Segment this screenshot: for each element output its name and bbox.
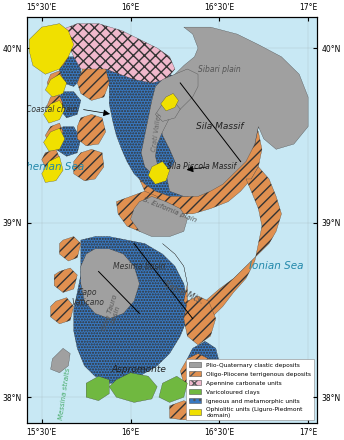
- Text: Sila Massif: Sila Massif: [196, 122, 243, 131]
- Polygon shape: [155, 100, 180, 121]
- Text: Aspromonte: Aspromonte: [112, 365, 167, 374]
- Polygon shape: [180, 353, 212, 394]
- Polygon shape: [47, 95, 63, 114]
- Text: Sibari plain: Sibari plain: [198, 65, 241, 73]
- Polygon shape: [74, 149, 104, 181]
- Polygon shape: [60, 92, 81, 118]
- Text: Mesima basin: Mesima basin: [113, 262, 165, 271]
- Polygon shape: [29, 24, 74, 74]
- Polygon shape: [130, 196, 187, 237]
- Polygon shape: [45, 74, 67, 97]
- Text: Messina straits: Messina straits: [58, 367, 72, 420]
- Polygon shape: [109, 373, 157, 403]
- Text: Crati Valley: Crati Valley: [151, 112, 163, 152]
- Polygon shape: [60, 57, 81, 87]
- Polygon shape: [47, 71, 63, 90]
- Polygon shape: [187, 341, 219, 380]
- Polygon shape: [56, 127, 81, 156]
- Polygon shape: [159, 376, 187, 403]
- Polygon shape: [170, 401, 198, 420]
- Polygon shape: [44, 100, 65, 123]
- Text: Sila Piccola Massif: Sila Piccola Massif: [167, 162, 236, 171]
- Legend: Plio-Quaternary clastic deposits, Oligo-Pliocene terrigenous deposits, Apennine : Plio-Quaternary clastic deposits, Oligo-…: [186, 359, 314, 421]
- Polygon shape: [60, 237, 81, 261]
- Text: Ionian Sea: Ionian Sea: [249, 261, 303, 271]
- Polygon shape: [86, 376, 109, 401]
- Polygon shape: [51, 348, 70, 373]
- Polygon shape: [184, 296, 216, 345]
- Polygon shape: [162, 167, 281, 331]
- Polygon shape: [51, 298, 74, 324]
- Polygon shape: [141, 69, 198, 174]
- Text: S. Eufomia plain: S. Eufomia plain: [142, 197, 197, 224]
- Polygon shape: [45, 123, 63, 142]
- Polygon shape: [44, 128, 65, 151]
- Polygon shape: [104, 62, 258, 196]
- Text: Goia Tauro
basin: Goia Tauro basin: [101, 293, 125, 333]
- Polygon shape: [77, 66, 109, 100]
- Text: Capo
Vaticano: Capo Vaticano: [72, 288, 104, 308]
- Polygon shape: [77, 114, 106, 146]
- Text: Serre Mts.: Serre Mts.: [162, 279, 205, 305]
- Polygon shape: [161, 93, 179, 111]
- Text: Tyrrhenian Sea: Tyrrhenian Sea: [6, 162, 84, 172]
- Polygon shape: [42, 156, 63, 183]
- Text: Coastal chain: Coastal chain: [26, 105, 77, 114]
- Polygon shape: [74, 237, 187, 383]
- Polygon shape: [205, 373, 234, 406]
- Polygon shape: [42, 149, 60, 167]
- Polygon shape: [148, 161, 170, 184]
- Polygon shape: [116, 191, 175, 231]
- Polygon shape: [139, 92, 262, 214]
- Polygon shape: [159, 27, 308, 196]
- Polygon shape: [60, 24, 175, 83]
- Polygon shape: [51, 48, 68, 69]
- Polygon shape: [81, 249, 139, 319]
- Polygon shape: [54, 268, 77, 293]
